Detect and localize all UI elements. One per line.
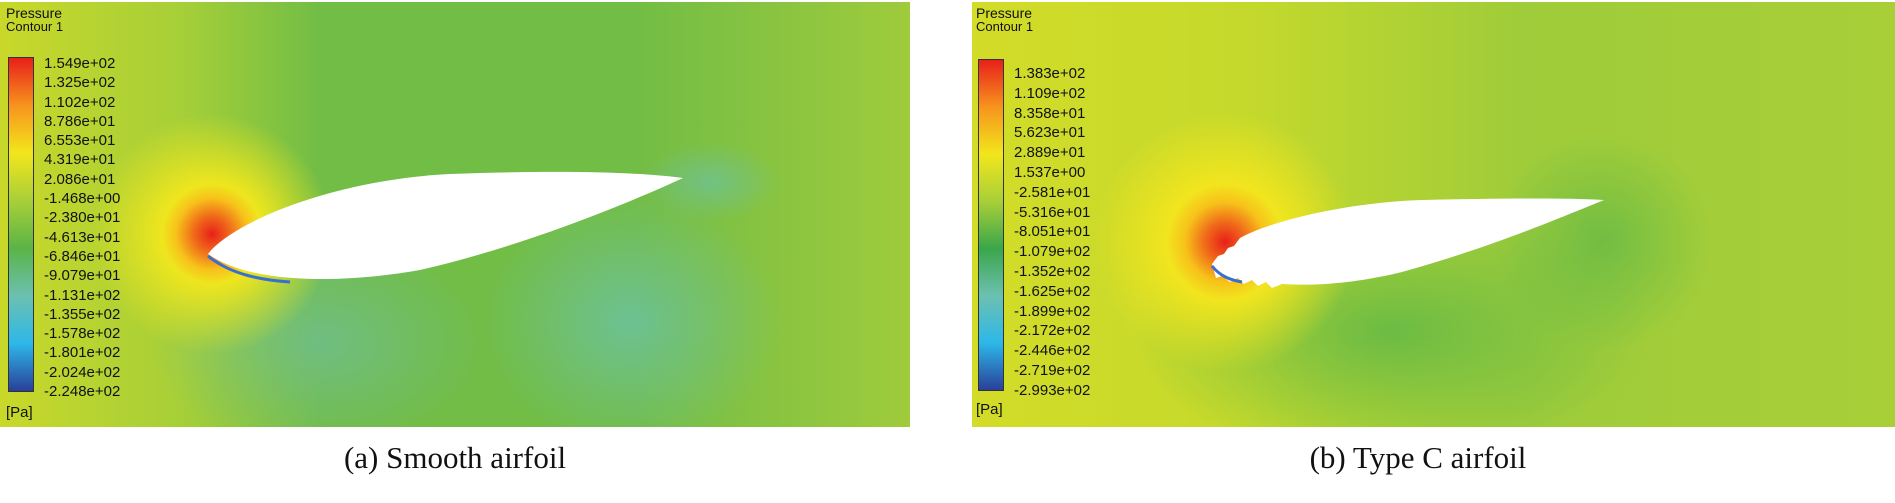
colorbar-tick-label: 5.623e+01 xyxy=(1014,124,1086,142)
colorbar-tick-label: -2.581e+01 xyxy=(1014,183,1091,201)
unit-label: [Pa] xyxy=(976,401,1003,418)
colorbar-ticks: 1.549e+02 1.325e+02 1.102e+02 8.786e+01 6.55… xyxy=(44,54,120,401)
colorbar-tick-label: -8.051e+01 xyxy=(1014,223,1091,241)
colorbar-tick-label: 1.537e+00 xyxy=(1014,163,1086,181)
colorbar-tick-label: -2.248e+02 xyxy=(44,383,121,401)
legend-title: Pressure xyxy=(6,5,63,21)
colorbar-tick-label: -1.131e+02 xyxy=(44,286,121,304)
colorbar-tick-label: 2.086e+01 xyxy=(44,170,116,188)
airfoil-type-c xyxy=(1210,198,1604,288)
colorbar-ticks: 1.383e+02 1.109e+02 8.358e+01 5.623e+01 2.88… xyxy=(1014,64,1090,401)
colorbar-tick-label: -2.380e+01 xyxy=(44,209,121,227)
legend-subtitle: Contour 1 xyxy=(976,19,1034,34)
colorbar xyxy=(8,57,34,392)
colorbar-tick-label: -9.079e+01 xyxy=(44,267,121,285)
colorbar-legend: Pressure Contour 1 1.549e+02 1.325e+02 1.1… xyxy=(6,5,120,421)
colorbar xyxy=(978,59,1004,391)
contour-plot-type-c: Pressure Contour 1 1.383e+02 1.109e+02 8.3… xyxy=(972,2,1895,427)
colorbar-tick-label: -1.468e+00 xyxy=(44,190,121,208)
colorbar-tick-label: 4.319e+01 xyxy=(44,151,116,169)
contour-plot-smooth: Pressure Contour 1 1.549e+02 1.325e+02 1.1… xyxy=(0,2,910,427)
legend-title: Pressure xyxy=(976,5,1033,21)
legend-subtitle: Contour 1 xyxy=(6,19,64,34)
colorbar-tick-label: -1.355e+02 xyxy=(44,305,121,323)
colorbar-tick-label: 8.786e+01 xyxy=(44,112,116,130)
colorbar-tick-label: 1.383e+02 xyxy=(1014,65,1086,82)
colorbar-tick-label: -1.352e+02 xyxy=(1014,262,1091,280)
caption-a: (a) Smooth airfoil xyxy=(343,440,567,475)
colorbar-tick-label: 2.889e+01 xyxy=(1014,144,1086,162)
colorbar-legend: Pressure Contour 1 1.383e+02 1.109e+02 8.3… xyxy=(976,5,1090,418)
colorbar-tick-label: 6.553e+01 xyxy=(44,132,116,150)
colorbar-tick-label: -2.172e+02 xyxy=(1014,322,1091,340)
colorbar-tick-label: -2.446e+02 xyxy=(1014,342,1091,360)
colorbar-tick-label: -1.079e+02 xyxy=(1014,243,1091,261)
colorbar-tick-label: 1.325e+02 xyxy=(44,74,116,92)
colorbar-tick-label: -5.316e+01 xyxy=(1014,203,1091,221)
colorbar-tick-label: -1.801e+02 xyxy=(44,344,121,362)
colorbar-tick-label: 8.358e+01 xyxy=(1014,104,1086,122)
colorbar-tick-label: -1.625e+02 xyxy=(1014,282,1091,300)
colorbar-tick-label: -1.899e+02 xyxy=(1014,302,1091,320)
colorbar-tick-label: -2.024e+02 xyxy=(44,363,121,381)
unit-label: [Pa] xyxy=(6,404,33,421)
colorbar-tick-label: -1.578e+02 xyxy=(44,325,121,343)
airfoil-smooth xyxy=(207,171,683,284)
colorbar-tick-label: 1.102e+02 xyxy=(44,93,116,111)
colorbar-tick-label: 1.549e+02 xyxy=(44,55,116,72)
colorbar-tick-label: -2.993e+02 xyxy=(1014,381,1091,399)
caption-b: (b) Type C airfoil xyxy=(1309,440,1527,475)
colorbar-tick-label: 1.109e+02 xyxy=(1014,84,1086,102)
colorbar-tick-label: -2.719e+02 xyxy=(1014,361,1091,379)
colorbar-tick-label: -4.613e+01 xyxy=(44,228,121,246)
colorbar-tick-label: -6.846e+01 xyxy=(44,247,121,265)
